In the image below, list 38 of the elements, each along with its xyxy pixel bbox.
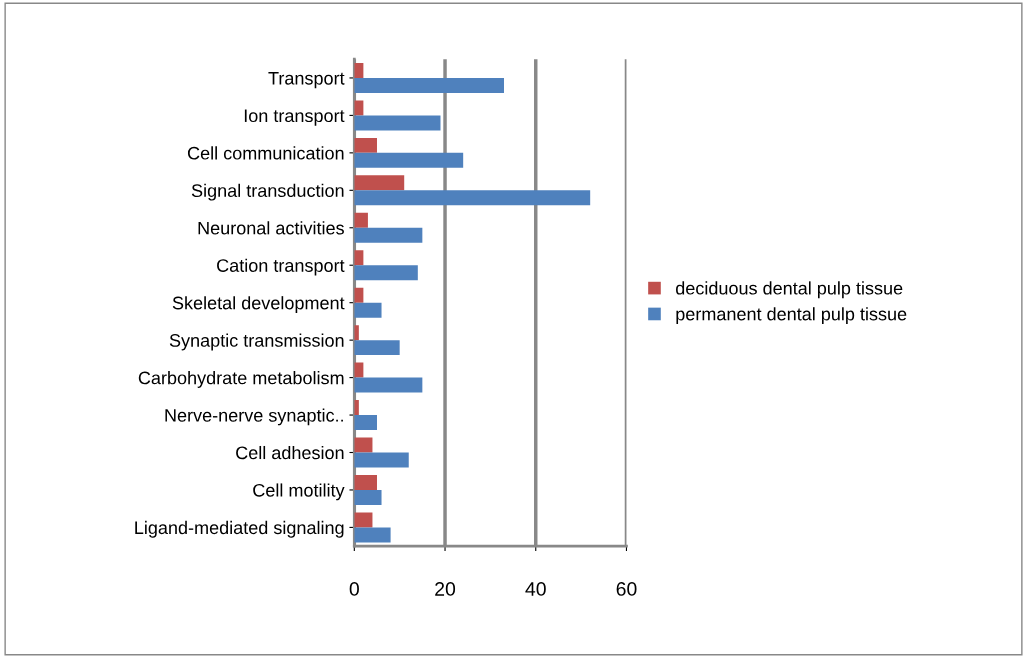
y-tick-label: Signal transduction [191,183,344,201]
bar [354,489,382,505]
bar [354,474,377,490]
bar [354,340,400,356]
bar [354,437,373,453]
y-tick-label: Transport [268,72,345,89]
y-tick-label: Cell motility [253,483,345,501]
y-tick-label: Neuronal activities [198,221,344,235]
y-tick-label: Ion transport [244,109,345,126]
legend-label: permanent dental pulp tissue [676,307,907,325]
x-tick-label: 20 [435,582,456,596]
bar [354,265,418,281]
y-tick-label: Cell adhesion [236,445,344,460]
bar [354,152,464,168]
bar [354,377,423,393]
y-tick-label: Skeletal development [172,296,345,313]
y-tick-label: Ligand-mediated signaling [135,520,344,538]
bar [354,77,504,93]
bar [354,212,368,228]
y-tick-label: Carbohydrate metabolism [138,371,344,388]
bar [354,452,409,468]
x-tick-label: 40 [525,582,546,596]
bar [354,115,441,131]
x-tick-label: 60 [616,582,637,596]
bar [354,527,391,543]
legend-label: deciduous dental pulp tissue [676,281,903,299]
x-tick-label: 0 [349,582,359,596]
bar [354,190,591,206]
y-tick-label: Cell communication [187,146,344,160]
bar [354,137,377,153]
y-tick-label: Cation transport [217,258,345,276]
bar [354,512,373,528]
y-tick-label: Synaptic transmission [169,333,344,351]
bar [354,302,382,318]
bar [354,415,377,431]
y-tick-label: Nerve-nerve synaptic.. [165,408,343,426]
bar [354,227,423,243]
bar [354,175,405,191]
